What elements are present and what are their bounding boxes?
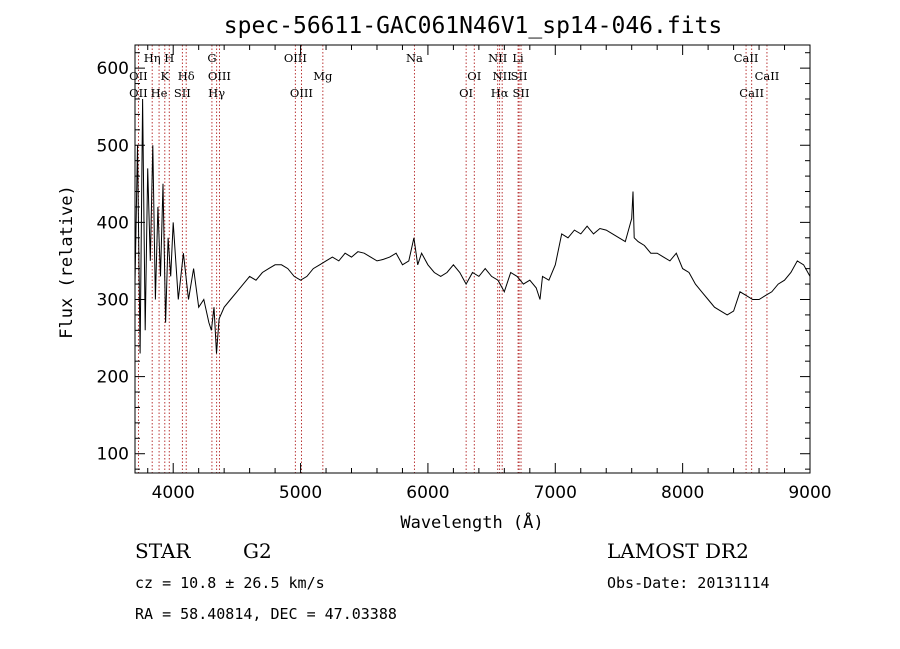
emission-line-label: K bbox=[161, 69, 170, 83]
y-tick-label: 400 bbox=[97, 213, 129, 233]
emission-line-label: Li bbox=[512, 51, 524, 65]
x-tick-label: 4000 bbox=[152, 483, 195, 503]
x-axis-ticks: 4000 5000 6000 7000 8000 9000 bbox=[147, 45, 832, 503]
emission-line-label: OI bbox=[467, 69, 481, 83]
object-class: STAR bbox=[135, 539, 191, 563]
x-axis-label: Wavelength (Å) bbox=[400, 511, 543, 533]
emission-line-label: SII bbox=[174, 86, 191, 100]
redshift-text: cz = 10.8 ± 26.5 km/s bbox=[135, 574, 325, 592]
emission-line-label: CaII bbox=[734, 51, 759, 65]
plot-frame bbox=[134, 44, 811, 474]
obs-date: Obs-Date: 20131114 bbox=[607, 574, 770, 592]
y-axis-label: Flux (relative) bbox=[57, 185, 77, 339]
emission-line-label: G bbox=[207, 51, 216, 65]
y-tick-label: 300 bbox=[97, 290, 129, 310]
emission-line-labels: OIIOIIHηHeKHHδSIIGHγOIIIOIIIOIIIMgNaOIOI… bbox=[129, 51, 779, 100]
emission-line-label: CaII bbox=[755, 69, 780, 83]
emission-line-label: OII bbox=[129, 86, 148, 100]
emission-line-label: Hγ bbox=[208, 86, 225, 100]
x-tick-label: 9000 bbox=[788, 483, 831, 503]
emission-line-label: Hδ bbox=[178, 69, 195, 83]
x-tick-label: 8000 bbox=[661, 483, 704, 503]
y-tick-label: 100 bbox=[97, 445, 129, 465]
emission-line-label: OIII bbox=[290, 86, 313, 100]
emission-line-label: SII bbox=[511, 69, 528, 83]
emission-line-label: OII bbox=[129, 69, 148, 83]
emission-line-markers bbox=[137, 45, 768, 473]
emission-line-label: NII bbox=[493, 69, 512, 83]
object-subclass: G2 bbox=[243, 539, 272, 563]
emission-line-label: Hα bbox=[491, 86, 509, 100]
coordinates: RA = 58.40814, DEC = 47.03388 bbox=[135, 605, 397, 623]
x-tick-label: 5000 bbox=[279, 483, 322, 503]
y-tick-label: 600 bbox=[97, 59, 129, 79]
x-tick-label: 7000 bbox=[534, 483, 577, 503]
plot-area: 4000 5000 6000 7000 8000 9000 100 200 300 400 500… bbox=[97, 44, 832, 503]
emission-line-label: OIII bbox=[208, 69, 231, 83]
emission-line-label: SII bbox=[513, 86, 530, 100]
y-tick-label: 500 bbox=[97, 136, 129, 156]
y-axis-ticks: 100 200 300 400 500 600 bbox=[97, 52, 810, 470]
y-tick-label: 200 bbox=[97, 368, 129, 388]
x-tick-label: 6000 bbox=[406, 483, 449, 503]
emission-line-label: OI bbox=[459, 86, 473, 100]
emission-line-label: H bbox=[164, 51, 174, 65]
emission-line-label: CaII bbox=[739, 86, 764, 100]
emission-line-label: Na bbox=[406, 51, 423, 65]
emission-line-label: He bbox=[151, 86, 168, 100]
survey-name: LAMOST DR2 bbox=[607, 539, 749, 563]
emission-line-label: NII bbox=[488, 51, 507, 65]
emission-line-label: Mg bbox=[313, 69, 333, 83]
emission-line-label: OIII bbox=[284, 51, 307, 65]
chart-title: spec-56611-GAC061N46V1_sp14-046.fits bbox=[224, 13, 723, 39]
spectrum-line bbox=[134, 98, 811, 354]
emission-line-label: Hη bbox=[144, 51, 161, 65]
